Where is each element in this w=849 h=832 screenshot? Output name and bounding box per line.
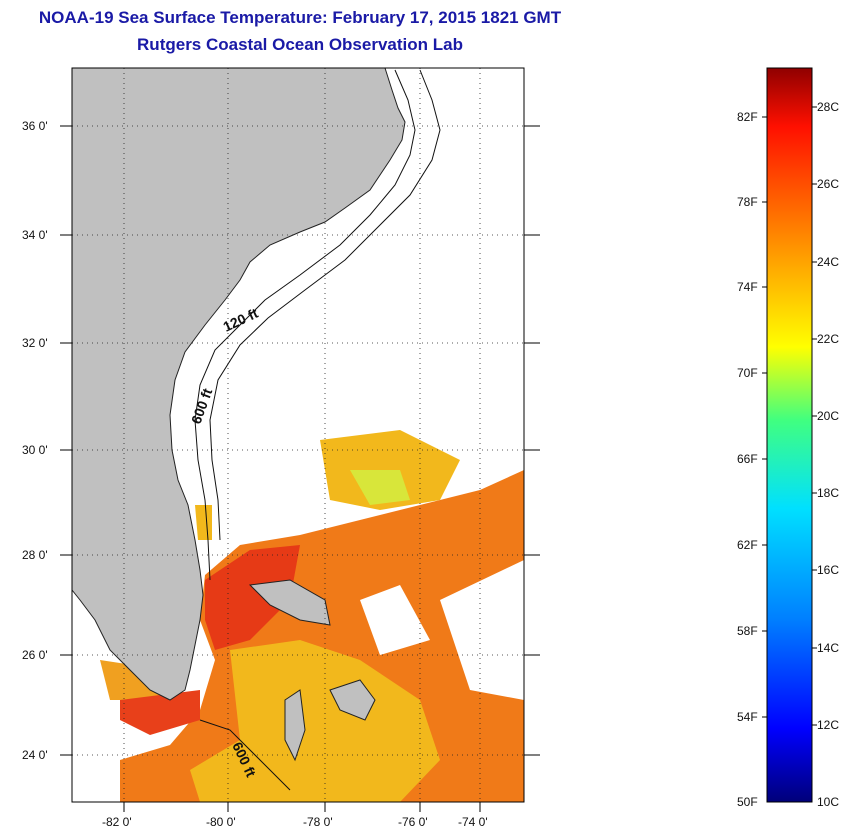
colorbar-f-label: 82F: [737, 110, 758, 124]
lon-label: -80 0': [206, 815, 236, 829]
colorbar-c-label: 10C: [817, 795, 839, 809]
lat-label: 34 0': [22, 228, 48, 242]
map-subtitle: Rutgers Coastal Ocean Observation Lab: [137, 35, 463, 54]
colorbar-f-label: 58F: [737, 624, 758, 638]
colorbar-f-label: 62F: [737, 538, 758, 552]
colorbar-f-label: 78F: [737, 195, 758, 209]
colorbar-c-label: 14C: [817, 641, 839, 655]
graticule: [72, 68, 524, 802]
isobaths: [194, 69, 441, 791]
lat-label: 30 0': [22, 443, 48, 457]
colorbar-f-label: 54F: [737, 710, 758, 724]
map-title: NOAA-19 Sea Surface Temperature: Februar…: [38, 8, 562, 27]
colorbar: [766, 67, 813, 803]
colorbar-f-label: 66F: [737, 452, 758, 466]
lon-label: -74 0': [458, 815, 488, 829]
colorbar-c-label: 16C: [817, 563, 839, 577]
colorbar-f-label: 70F: [737, 366, 758, 380]
lat-label: 36 0': [22, 119, 48, 133]
colorbar-f-label: 74F: [737, 280, 758, 294]
sst-data: [100, 430, 524, 802]
colorbar-c-label: 22C: [817, 332, 839, 346]
lat-label: 24 0': [22, 748, 48, 762]
lon-label: -78 0': [303, 815, 333, 829]
lat-label: 32 0': [22, 336, 48, 350]
colorbar-c-label: 26C: [817, 177, 839, 191]
colorbar-c-label: 28C: [817, 100, 839, 114]
colorbar-c-label: 12C: [817, 718, 839, 732]
land: [72, 68, 406, 701]
lat-label: 28 0': [22, 548, 48, 562]
frame-ticks: [60, 125, 540, 812]
lon-label: -76 0': [398, 815, 428, 829]
lat-label: 26 0': [22, 648, 48, 662]
colorbar-c-label: 18C: [817, 486, 839, 500]
colorbar-c-label: 20C: [817, 409, 839, 423]
lon-label: -82 0': [102, 815, 132, 829]
islands: [248, 579, 376, 762]
colorbar-f-label: 50F: [737, 795, 758, 809]
colorbar-c-label: 24C: [817, 255, 839, 269]
colorbar-ticks: [762, 106, 817, 726]
